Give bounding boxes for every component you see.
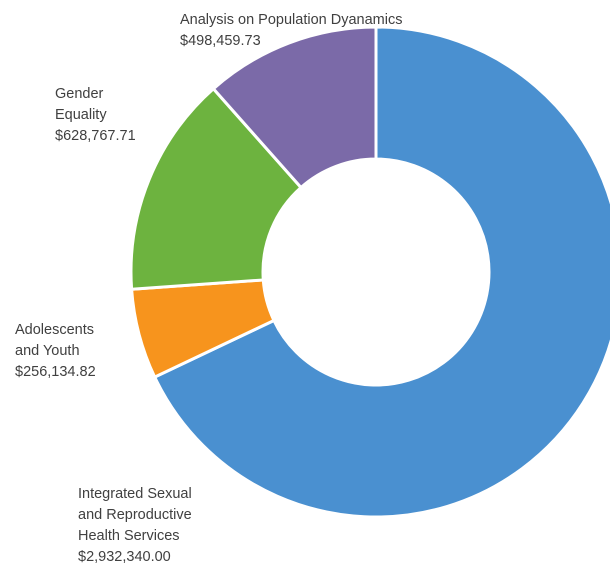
label-gender-equality: Gender Equality $628,767.71 [55, 84, 136, 147]
donut-slices [129, 25, 610, 519]
label-adolescents-youth: Adolescents and Youth $256,134.82 [15, 320, 96, 383]
label-gender-equality-line-1: Gender [55, 86, 104, 102]
slice-population-dynamics [211, 25, 378, 190]
label-adolescents-youth-line-1: Adolescents [15, 322, 94, 338]
label-reproductive-health-line-1: Integrated Sexual [78, 486, 192, 502]
label-population-dynamics: Analysis on Population Dyanamics $498,45… [180, 10, 402, 52]
label-gender-equality-line-2: Equality [55, 107, 107, 123]
slice-gender-equality [129, 86, 304, 291]
label-reproductive-health-line-2: and Reproductive [78, 507, 192, 523]
label-reproductive-health-line-3: Health Services [78, 528, 180, 544]
value-adolescents-youth: $256,134.82 [15, 364, 96, 380]
label-reproductive-health: Integrated Sexual and Reproductive Healt… [78, 484, 192, 568]
label-adolescents-youth-line-2: and Youth [15, 343, 80, 359]
value-gender-equality: $628,767.71 [55, 128, 136, 144]
label-population-dynamics-line-1: Analysis on Population Dyanamics [180, 12, 403, 28]
value-reproductive-health: $2,932,340.00 [78, 549, 171, 565]
slice-reproductive-health [152, 25, 610, 519]
value-population-dynamics: $498,459.73 [180, 33, 261, 49]
